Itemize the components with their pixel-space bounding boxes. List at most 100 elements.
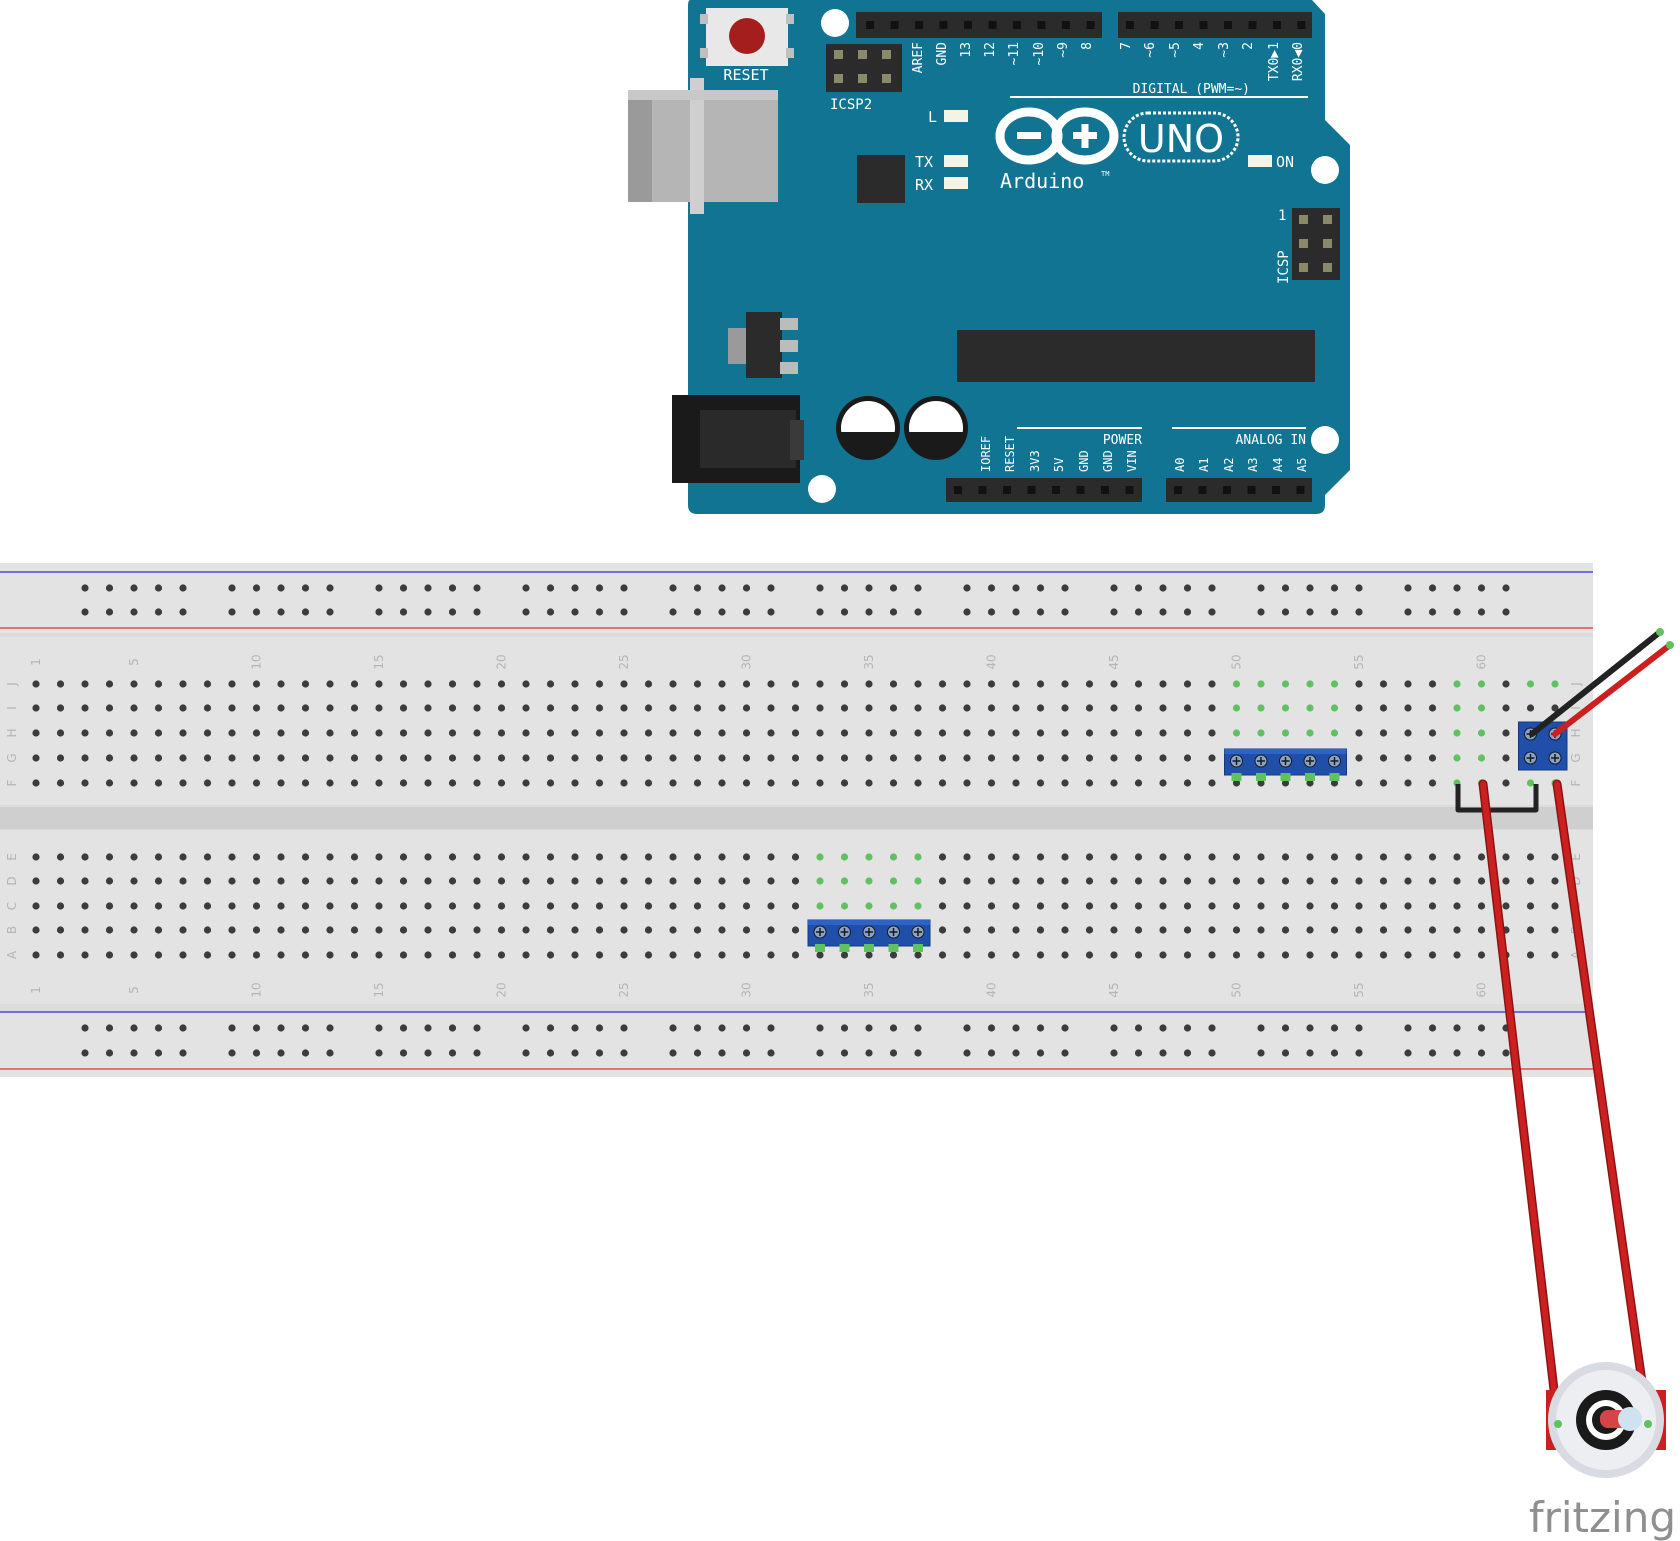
breadboard-hole <box>497 877 506 885</box>
breadboard-hole <box>1404 584 1412 592</box>
breadboard-hole <box>154 853 163 861</box>
breadboard-hole <box>1208 754 1216 762</box>
breadboard-hole <box>889 902 898 910</box>
breadboard-hole <box>32 926 40 934</box>
breadboard-hole <box>424 853 432 861</box>
breadboard-hole <box>1330 951 1339 959</box>
row-letter: I <box>5 706 19 710</box>
breadboard-hole <box>1428 680 1437 688</box>
breadboard-hole <box>1404 926 1412 934</box>
breadboard-hole <box>987 1049 996 1057</box>
breadboard-hole <box>840 951 849 959</box>
breadboard-hole <box>840 1049 849 1057</box>
breadboard-hole <box>105 926 114 934</box>
breadboard-hole <box>105 1024 114 1032</box>
breadboard-hole <box>301 608 310 616</box>
breadboard-hole <box>1428 754 1437 762</box>
breadboard-hole <box>669 877 677 885</box>
breadboard-hole <box>1085 926 1094 934</box>
breadboard-hole <box>571 704 579 712</box>
breadboard-hole <box>1061 1024 1069 1032</box>
breadboard-hole <box>1134 608 1143 616</box>
breadboard-hole <box>1110 877 1118 885</box>
breadboard-hole <box>1061 754 1069 762</box>
breadboard-hole <box>154 729 163 737</box>
breadboard-hole <box>546 877 555 885</box>
header-pin <box>1224 21 1232 29</box>
breadboard-hole <box>669 1024 677 1032</box>
breadboard-hole <box>963 584 971 592</box>
breadboard-hole <box>301 729 310 737</box>
breadboard-hole <box>1526 902 1535 910</box>
reset-button[interactable] <box>700 8 794 66</box>
breadboard-hole <box>473 729 481 737</box>
breadboard-hole <box>1208 704 1216 712</box>
header-pin <box>1013 21 1021 29</box>
breadboard-hole <box>1281 584 1290 592</box>
breadboard-hole <box>1502 680 1510 688</box>
usb-connector <box>628 78 778 214</box>
breadboard-hole <box>1428 779 1437 787</box>
breadboard-hole <box>1502 608 1510 616</box>
arduino-logo <box>995 107 1119 165</box>
terminal-pin <box>1280 773 1291 781</box>
breadboard-hole <box>1110 680 1118 688</box>
breadboard-hole <box>1330 1024 1339 1032</box>
breadboard-hole <box>277 1049 285 1057</box>
analog-pin-label: A4 <box>1271 458 1285 472</box>
breadboard-hole <box>1428 1049 1437 1057</box>
breadboard-hole <box>1257 951 1265 959</box>
breadboard-hole <box>448 754 457 762</box>
breadboard-hole <box>644 902 653 910</box>
breadboard-hole <box>963 853 971 861</box>
breadboard-hole <box>767 1049 775 1057</box>
breadboard-hole <box>1036 1049 1045 1057</box>
breadboard-hole <box>620 754 628 762</box>
digital-pin-label: 7 <box>1119 42 1134 50</box>
breadboard-hole <box>889 877 898 885</box>
header-pin <box>954 486 962 494</box>
breadboard-hole <box>546 853 555 861</box>
breadboard-hole <box>1404 951 1412 959</box>
breadboard-hole <box>301 877 310 885</box>
breadboard-hole <box>350 877 359 885</box>
column-number: 15 <box>372 982 386 997</box>
breadboard-hole <box>130 584 138 592</box>
breadboard-hole <box>742 926 751 934</box>
breadboard-hole <box>399 926 408 934</box>
breadboard-hole <box>1404 680 1412 688</box>
breadboard-hole <box>1306 951 1314 959</box>
breadboard-hole <box>1257 1024 1265 1032</box>
breadboard-hole <box>595 779 604 787</box>
breadboard-hole <box>963 608 971 616</box>
breadboard-hole <box>1453 680 1461 688</box>
breadboard-hole <box>424 680 432 688</box>
breadboard-hole <box>1110 584 1118 592</box>
column-number: 20 <box>495 654 509 669</box>
breadboard-hole <box>56 902 65 910</box>
breadboard-hole <box>252 754 261 762</box>
breadboard-hole <box>620 779 628 787</box>
breadboard-hole <box>497 902 506 910</box>
breadboard-hole <box>816 1024 824 1032</box>
breadboard-hole <box>1183 704 1192 712</box>
terminal-top <box>1224 749 1347 754</box>
breadboard-hole <box>767 754 775 762</box>
breadboard-hole <box>1477 926 1486 934</box>
breadboard-hole <box>179 729 187 737</box>
analog-pin-label: A5 <box>1295 458 1309 472</box>
breadboard-hole <box>718 951 726 959</box>
breadboard-hole <box>1159 853 1167 861</box>
breadboard-hole <box>497 951 506 959</box>
breadboard-hole <box>767 902 775 910</box>
breadboard-hole <box>669 584 677 592</box>
breadboard-hole <box>1232 902 1241 910</box>
breadboard-hole <box>1085 754 1094 762</box>
breadboard-hole <box>571 608 579 616</box>
breadboard-hole <box>179 951 187 959</box>
breadboard-hole <box>1404 779 1412 787</box>
row-letter: E <box>1569 853 1583 861</box>
breadboard-hole <box>1012 902 1020 910</box>
breadboard-hole <box>277 1024 285 1032</box>
breadboard-hole <box>326 754 334 762</box>
